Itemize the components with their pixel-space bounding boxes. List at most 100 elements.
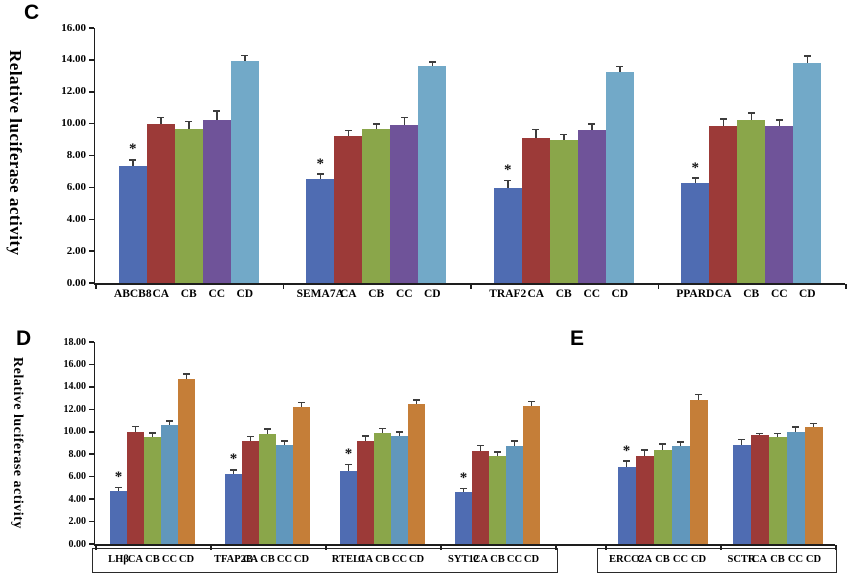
y-tick-label: 10.00: [63, 426, 87, 438]
x-category-label: RTEL1: [331, 554, 366, 565]
panel-d-letter: D: [16, 327, 32, 350]
error-bar-stem: [535, 130, 537, 138]
error-bar-stem: [697, 394, 700, 401]
x-tick-mark: [555, 545, 557, 550]
y-tick-label: 0.00: [66, 276, 86, 289]
error-bar-stem: [188, 122, 190, 130]
bar: [493, 188, 522, 283]
bar: [418, 66, 447, 283]
x-category-label: CC: [161, 554, 178, 565]
x-category-label: CA: [751, 554, 768, 565]
significance-asterisk: *: [504, 162, 512, 178]
error-bar-stem: [462, 489, 465, 493]
y-tick-label: 2.00: [68, 516, 87, 528]
y-tick-label: 14.00: [61, 53, 86, 66]
x-category-label: CD: [236, 288, 254, 300]
x-category-label: CB: [260, 554, 275, 565]
error-bar-stem: [806, 56, 808, 64]
x-axis-line: [93, 544, 835, 546]
error-bar-cap: [677, 441, 684, 443]
error-bar-cap: [345, 463, 352, 466]
bar: [455, 492, 472, 544]
x-category-label: SEMA7A: [296, 288, 344, 300]
error-bar-stem: [758, 433, 761, 436]
error-bar-stem: [185, 374, 188, 380]
x-category-label: CD: [805, 554, 822, 565]
error-bar-stem: [812, 423, 815, 428]
error-bar-cap: [129, 159, 137, 161]
y-tick-label: 12.00: [63, 403, 87, 415]
x-category-label: CC: [583, 288, 601, 300]
error-bar-cap: [810, 422, 817, 425]
y-tick-mark: [89, 453, 94, 455]
bar: [750, 435, 769, 544]
error-bar-cap: [691, 177, 699, 179]
error-bar-cap: [166, 420, 173, 422]
bar: [202, 119, 231, 283]
error-bar-stem: [347, 464, 350, 472]
panel-e-category-label-box: [597, 548, 837, 573]
error-bar-cap: [719, 118, 727, 120]
x-category-label: CA: [472, 554, 489, 565]
error-bar-cap: [511, 440, 518, 442]
error-bar-stem: [625, 461, 628, 467]
x-category-label: CA: [152, 288, 170, 300]
error-bar-cap: [362, 435, 369, 437]
error-bar-stem: [619, 67, 621, 72]
x-category-label: CC: [276, 554, 293, 565]
bar: [681, 183, 710, 283]
error-bar-cap: [792, 426, 799, 428]
y-tick-mark: [89, 363, 94, 366]
error-bar-stem: [750, 113, 752, 121]
error-bar-stem: [661, 444, 664, 450]
error-bar-stem: [319, 174, 321, 179]
error-bar-cap: [115, 486, 122, 489]
y-tick-mark: [89, 431, 94, 433]
y-tick-label: 4.00: [68, 493, 87, 505]
x-axis-line: [93, 283, 845, 285]
y-tick-mark: [89, 122, 94, 125]
error-bar-cap: [532, 128, 540, 131]
error-bar-stem: [530, 402, 533, 406]
significance-asterisk: *: [344, 445, 353, 462]
error-bar-cap: [400, 116, 408, 119]
error-bar-stem: [740, 440, 743, 446]
bar: [786, 431, 805, 544]
error-bar-cap: [183, 373, 190, 375]
bar: [391, 436, 408, 544]
x-category-label: ABCB8: [113, 288, 152, 300]
bar: [127, 431, 144, 544]
bar: [242, 440, 259, 544]
bar: [793, 63, 822, 283]
error-bar-stem: [160, 118, 162, 124]
error-bar-cap: [428, 61, 436, 63]
y-tick-mark: [89, 543, 94, 545]
y-tick-mark: [89, 341, 94, 343]
error-bar-stem: [134, 426, 137, 432]
bar: [689, 400, 708, 544]
x-category-label: CA: [339, 288, 357, 300]
bar: [306, 178, 335, 283]
x-category-label: CB: [490, 554, 505, 565]
bar: [765, 126, 794, 283]
y-tick-label: 8.00: [66, 149, 86, 161]
error-bar-stem: [347, 130, 349, 136]
error-bar-cap: [695, 393, 702, 396]
y-tick-label: 14.00: [63, 381, 87, 393]
x-category-label: CB: [743, 288, 760, 300]
bar: [732, 445, 751, 544]
error-bar-stem: [244, 55, 246, 61]
bar: [408, 403, 425, 544]
x-category-label: CD: [178, 554, 195, 565]
error-bar-stem: [415, 400, 418, 404]
x-category-label: CD: [690, 554, 707, 565]
bar: [768, 437, 787, 544]
y-tick-label: 16.00: [61, 21, 86, 34]
error-bar-stem: [300, 403, 303, 408]
x-tick-mark: [605, 545, 607, 550]
x-category-label: CB: [555, 288, 572, 300]
x-tick-mark: [470, 284, 472, 289]
y-tick-mark: [89, 186, 94, 189]
